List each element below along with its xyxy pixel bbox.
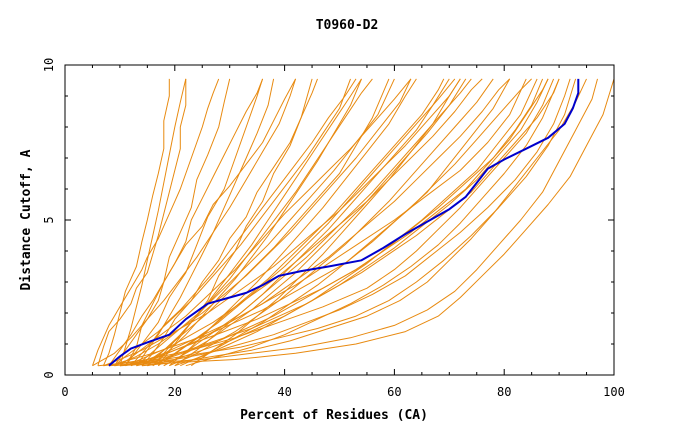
series-line-21 [163, 78, 467, 367]
x-tick-label: 20 [168, 385, 182, 399]
series-line-46 [92, 78, 297, 367]
series-line-28 [147, 78, 549, 367]
x-tick-label: 100 [603, 385, 625, 399]
series-line-10 [135, 78, 275, 366]
y-tick-label: 5 [42, 216, 56, 223]
x-tick-label: 80 [497, 385, 511, 399]
series-line-13 [103, 78, 461, 367]
series-line-31 [119, 78, 615, 367]
series-line-45 [152, 78, 362, 367]
highlight-series-line [108, 78, 580, 367]
x-tick-label: 40 [277, 385, 291, 399]
series-line-3 [102, 78, 170, 366]
series-line-15 [125, 78, 483, 367]
series-line-39 [157, 78, 313, 367]
series-line-30 [108, 78, 598, 367]
series-line-26 [169, 78, 494, 367]
y-axis-label: Distance Cutoff, A [19, 149, 34, 290]
x-tick-label: 60 [387, 385, 401, 399]
series-line-43 [168, 78, 417, 367]
chart-title: T0960-D2 [316, 18, 379, 33]
series-line-25 [125, 78, 544, 367]
series-line-27 [97, 78, 577, 367]
series-line-47 [191, 78, 461, 367]
series-line-4 [119, 78, 187, 366]
series-layer [92, 78, 615, 367]
series-line-37 [114, 78, 412, 367]
series-line-9 [114, 78, 351, 367]
series-line-38 [174, 78, 538, 367]
y-tick-label: 10 [42, 58, 56, 72]
series-line-2 [97, 78, 187, 366]
series-line-42 [180, 78, 511, 367]
series-line-29 [141, 78, 587, 367]
series-line-17 [130, 78, 511, 367]
y-tick-label: 0 [42, 371, 56, 378]
series-line-33 [130, 78, 527, 367]
series-line-34 [152, 78, 456, 367]
axes-layer: 0 20 40 60 80 100 0 5 10 [42, 58, 625, 399]
series-line-24 [114, 78, 571, 367]
series-line-41 [141, 78, 390, 367]
x-axis-label: Percent of Residues (CA) [240, 408, 428, 423]
series-line-23 [174, 78, 450, 367]
series-line-8 [130, 78, 357, 367]
series-line-32 [103, 78, 555, 367]
series-line-44 [185, 78, 560, 367]
series-line-6 [108, 78, 297, 366]
x-tick-label: 0 [61, 385, 68, 399]
series-line-40 [125, 78, 264, 367]
